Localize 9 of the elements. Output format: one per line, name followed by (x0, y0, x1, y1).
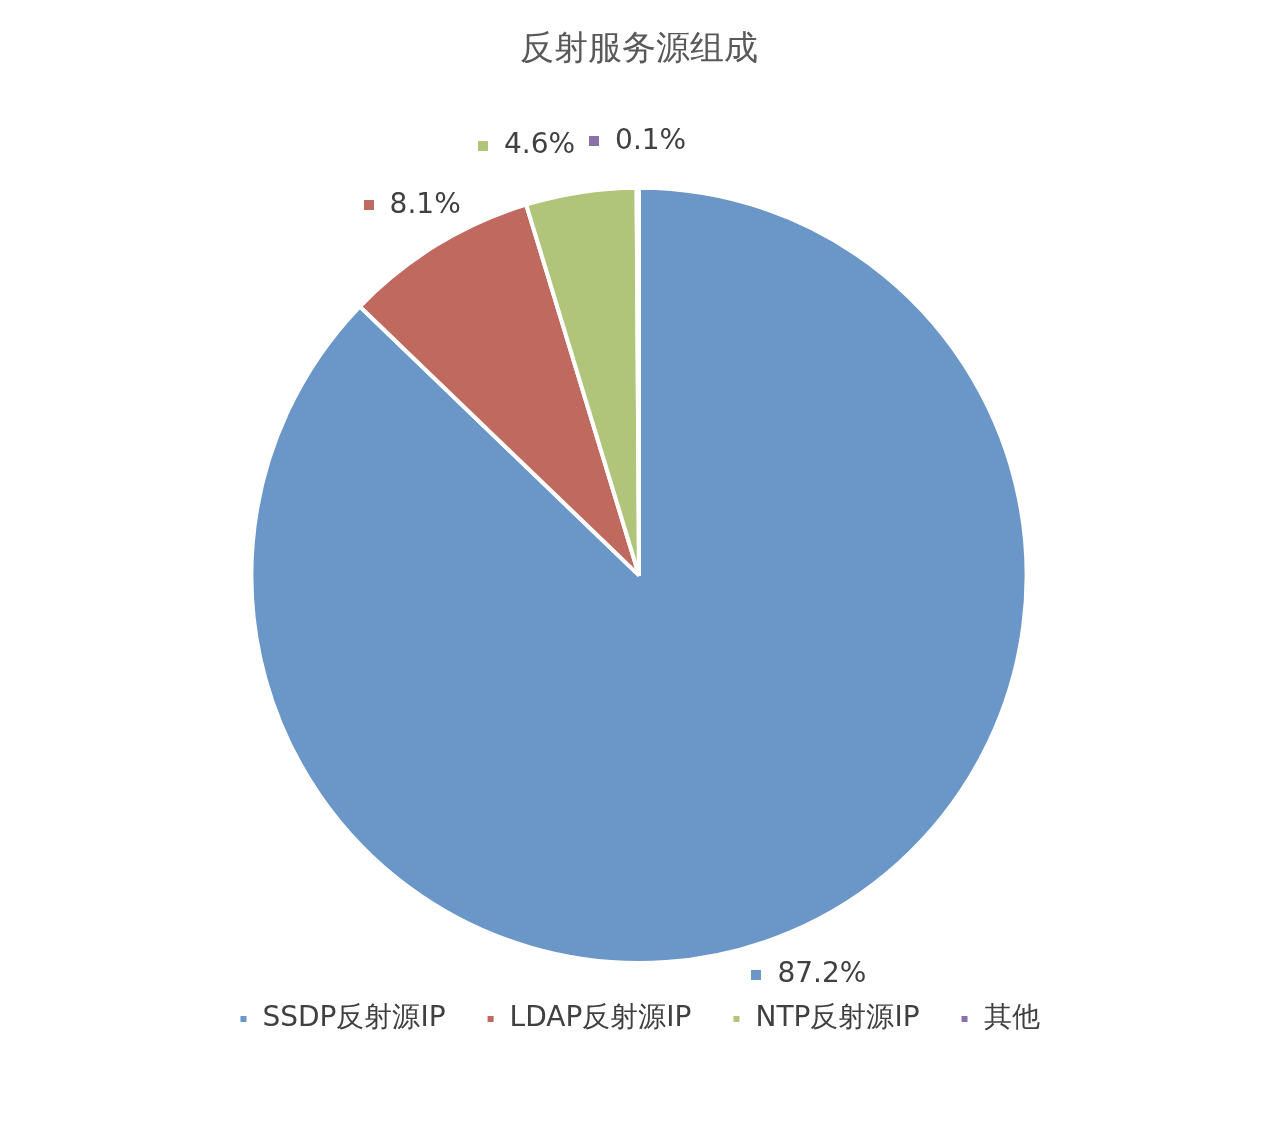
legend-label: SSDP反射源IP (262, 1000, 446, 1034)
legend-label: NTP反射源IP (755, 1000, 920, 1034)
chart-title: 反射服务源组成 (520, 27, 758, 68)
legend-label: 其他 (983, 1000, 1040, 1034)
legend-label: LDAP反射源IP (509, 1000, 692, 1034)
data-label: 87.2% (777, 956, 867, 990)
data-label: 0.1% (615, 122, 687, 156)
data-label: 8.1% (389, 186, 461, 220)
data-label: 4.6% (503, 127, 576, 161)
